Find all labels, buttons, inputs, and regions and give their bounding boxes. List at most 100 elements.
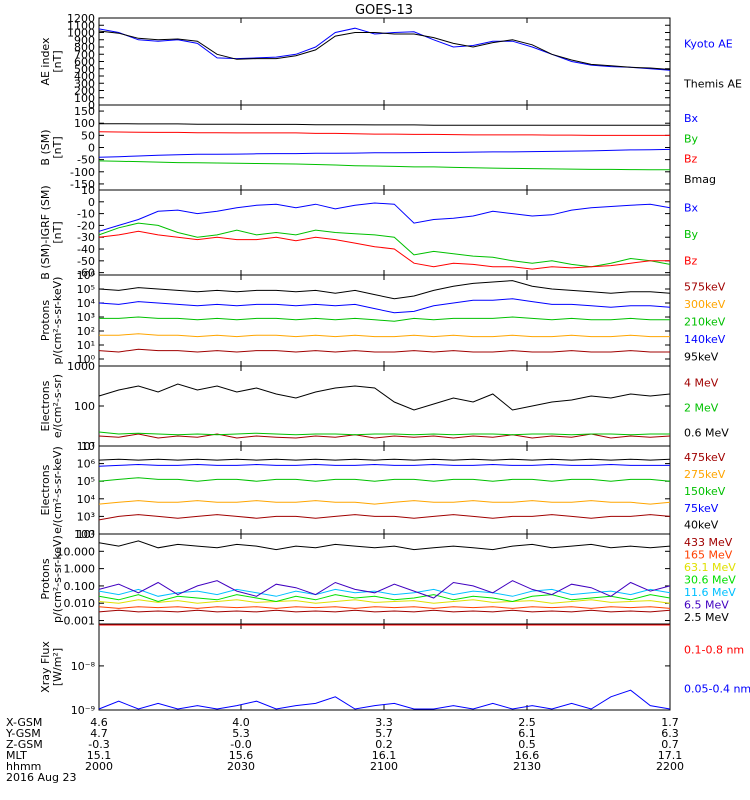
series-line-2-5-mev xyxy=(98,540,671,551)
y-tick-label: -10 xyxy=(77,208,95,221)
y-tick-label: 300 xyxy=(74,77,95,90)
y-tick-label: 1100 xyxy=(67,19,95,32)
series-line-0-6-mev xyxy=(98,383,671,411)
footer-value: 0.5 xyxy=(518,738,536,751)
legend-entry: 150keV xyxy=(684,485,726,498)
legend-entry: Bmag xyxy=(684,173,716,186)
footer-value: 2.5 xyxy=(518,716,536,729)
series-line-210kev xyxy=(99,316,670,322)
footer-value: 17.1 xyxy=(658,749,683,762)
footer-value: 1.7 xyxy=(661,716,679,729)
panel-6: 0.001 0.010 0.100 1.000 10.000 100 Protons p/(c… xyxy=(39,528,736,628)
series-line-165-mev xyxy=(98,606,671,609)
series-line-300kev xyxy=(99,333,670,338)
panel-4: 10 100 1000 Electrons e/(cm²-s-sr) 4 MeV 2 MeV… xyxy=(39,360,729,453)
series-line-by xyxy=(98,160,670,171)
series-line-30-6-mev xyxy=(98,594,671,603)
y-tick-label: 10⁶ xyxy=(77,269,96,282)
y-tick-label: 10² xyxy=(77,528,95,541)
footer-row-label: MLT xyxy=(6,749,27,762)
y-tick-label: 100 xyxy=(74,92,95,105)
series-line-140kev xyxy=(98,298,671,314)
y-tick-label: -50 xyxy=(77,255,95,268)
y-tick-label: 10⁶ xyxy=(77,458,96,471)
legend-entry: 165 MeV xyxy=(684,549,733,562)
series-line-11-6-mev xyxy=(98,588,671,597)
footer-date: 2016 Aug 23 xyxy=(6,771,76,784)
series-line-bz xyxy=(98,131,670,136)
y-tick-label: -20 xyxy=(77,219,95,232)
footer-value: 16.6 xyxy=(515,749,540,762)
legend-entry: 2.5 MeV xyxy=(684,611,729,624)
y-axis-label: [nT] xyxy=(51,221,64,243)
footer-value: 6.3 xyxy=(661,727,679,740)
footer-value: 3.3 xyxy=(375,716,393,729)
y-tick-label: 100 xyxy=(74,400,95,413)
legend-entry: By xyxy=(684,228,699,241)
footer-value: 5.3 xyxy=(232,727,250,740)
legend-entry: Bx xyxy=(684,201,699,214)
y-axis-label: [nT] xyxy=(51,136,64,158)
y-tick-label: 0 xyxy=(88,142,95,155)
footer-value: 2000 xyxy=(85,760,113,773)
series-line-kyoto-ae xyxy=(98,27,671,71)
y-tick-label: -60 xyxy=(77,267,95,280)
series-line-275kev xyxy=(98,500,671,505)
legend-entry: Kyoto AE xyxy=(684,38,733,51)
footer-value: 2130 xyxy=(513,760,541,773)
series-line-475kev xyxy=(98,514,671,521)
panel-frame xyxy=(98,189,671,276)
legend-entry: 300keV xyxy=(684,298,726,311)
y-tick-label: 10 xyxy=(81,440,95,453)
series-line-bx xyxy=(98,202,671,232)
y-axis-label: e/(cm²-s-sr) xyxy=(51,374,64,438)
legend-entry: 40keV xyxy=(684,519,719,532)
y-tick-label: 600 xyxy=(74,56,95,69)
y-axis-label: p/(cm²-s-sr-keV) xyxy=(51,277,64,365)
footer-value: -0.0 xyxy=(230,738,251,751)
series-line-themis-ae xyxy=(98,30,671,70)
y-tick-label: 800 xyxy=(74,41,95,54)
series-line-575kev xyxy=(98,348,670,353)
legend-entry: 4 MeV xyxy=(684,376,719,389)
legend-entry: 433 MeV xyxy=(684,536,733,549)
y-tick-label: 10⁵ xyxy=(77,283,95,296)
footer-value: 15.6 xyxy=(229,749,254,762)
legend-entry: 0.1-0.8 nm xyxy=(684,643,744,656)
series-line-63-1-mev xyxy=(98,599,671,604)
series-line-bx xyxy=(98,148,671,158)
y-tick-label: 10³ xyxy=(77,510,95,523)
footer-value: 4.7 xyxy=(90,727,108,740)
legend-entry: 575keV xyxy=(684,280,726,293)
y-axis-label: [nT] xyxy=(51,50,64,72)
series-line-433-mev xyxy=(98,609,671,613)
legend-entry: 140keV xyxy=(684,333,726,346)
legend-entry: By xyxy=(684,132,699,145)
y-tick-label: -30 xyxy=(77,231,95,244)
y-tick-label: 0.010 xyxy=(64,597,96,610)
y-tick-label: 10⁷ xyxy=(77,440,95,453)
y-tick-label: 100 xyxy=(74,117,95,130)
y-tick-label: 500 xyxy=(74,63,95,76)
legend-entry: 11.6 MeV xyxy=(684,586,736,599)
y-tick-label: 100 xyxy=(74,528,95,541)
plot-title: GOES-13 xyxy=(355,3,413,18)
y-tick-label: 0.100 xyxy=(64,580,96,593)
y-tick-label: 10³ xyxy=(77,311,95,324)
legend-entry: 275keV xyxy=(684,468,726,481)
series-line-2-mev xyxy=(98,431,670,436)
panel-frame xyxy=(98,17,671,106)
footer-value: 5.7 xyxy=(375,727,393,740)
y-axis-label: Protons xyxy=(39,558,52,599)
footer-value: -0.3 xyxy=(88,738,109,751)
series-line-bz xyxy=(98,230,670,270)
y-axis-label: Electrons xyxy=(39,464,52,515)
panel-0: 0100200300400500600700800900100011001200… xyxy=(39,12,742,112)
footer-value: 4.0 xyxy=(232,716,250,729)
legend-entry: 63.1 MeV xyxy=(684,561,736,574)
series-line-4-mev xyxy=(98,433,671,439)
y-tick-label: 0.001 xyxy=(64,615,96,628)
y-tick-label: 50 xyxy=(81,129,95,142)
